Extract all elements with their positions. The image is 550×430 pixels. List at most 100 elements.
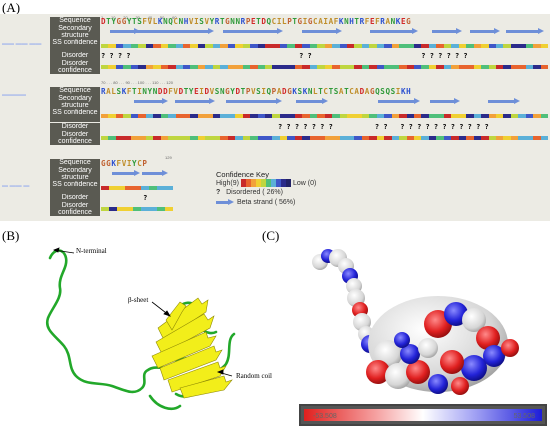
residue: C xyxy=(173,17,179,26)
key-color-swatch xyxy=(255,179,261,187)
b1-disconf-label: Disorder confidence xyxy=(50,60,100,74)
residue: N xyxy=(390,17,396,26)
residue: C xyxy=(137,159,143,168)
residue: T xyxy=(344,87,350,96)
b2-disorder-label: Disorder xyxy=(50,123,100,131)
residue: N xyxy=(142,87,148,96)
residue: K xyxy=(302,87,308,96)
residue: F xyxy=(142,17,148,26)
block2-sequence: RALSKFTINYNDDFVDTYEIDVSNGYDTPVSIQPADGKSK… xyxy=(101,87,411,96)
arrows xyxy=(53,247,233,377)
panel-c-label: (C) xyxy=(262,228,280,243)
b3-secondary-label: Secondary structure xyxy=(50,167,100,181)
residue: L xyxy=(313,87,319,96)
block1-disorder: ? ? ? ? ? ? ? ? ? ? ? ? xyxy=(101,52,468,60)
residue: V xyxy=(173,87,179,96)
residue: T xyxy=(132,17,138,26)
residue: G xyxy=(106,159,112,168)
b2-secondary-label: Secondary structure xyxy=(50,95,100,109)
panel-b-label: (B) xyxy=(2,228,20,243)
residue: F xyxy=(126,87,133,96)
residue: I xyxy=(137,87,143,96)
b3-ssconf-label: SS confidence xyxy=(50,181,100,194)
residue: N xyxy=(344,17,350,26)
block1-ss-confidence xyxy=(101,44,549,48)
block2-ruler: 70 . . . 80 . . . 90 . . . 100 . . . 110… xyxy=(101,80,173,85)
residue: G xyxy=(297,17,303,26)
residue: I xyxy=(261,87,267,96)
key-color-swatch xyxy=(270,179,276,187)
beta-strand-arrow xyxy=(302,28,342,34)
residue: K xyxy=(111,159,117,168)
residue: A xyxy=(338,87,345,96)
beta-strand-arrow xyxy=(378,98,420,104)
beta-strand-arrow xyxy=(142,170,168,176)
residue: S xyxy=(297,87,303,96)
b2-disconf-label: Disorder confidence xyxy=(50,131,100,145)
block1-sequence: DTYGGYTSFVLKNQCNHVISVYRTGNNRPETDQCILPTGI… xyxy=(101,17,411,26)
surface-tail xyxy=(312,249,379,353)
residue: G xyxy=(307,17,314,26)
block3-ruler: 129 xyxy=(165,155,172,160)
residue: K xyxy=(292,87,298,96)
residue: F xyxy=(116,159,122,168)
residue: K xyxy=(338,17,345,26)
confidence-key-title: Confidence Key xyxy=(216,170,269,179)
residue: T xyxy=(256,17,262,26)
beta-strand-arrow xyxy=(112,170,140,176)
residue: C xyxy=(313,17,319,26)
residue: T xyxy=(354,17,360,26)
panel-a-label: (A) xyxy=(2,0,21,15)
residue: D xyxy=(282,87,288,96)
key-disordered: ? Disordered ( 26%) xyxy=(216,189,283,196)
residue: V xyxy=(209,87,215,96)
block1-ruler: 1 . . . 10 . . . 20 . . . 30 . . . 40 . … xyxy=(101,15,177,20)
residue: I xyxy=(323,17,329,26)
residue: V xyxy=(250,87,257,96)
residue: S xyxy=(380,87,386,96)
ghost-label-3: ▬ ▬▬ ▬ xyxy=(2,183,30,189)
residue: F xyxy=(168,87,174,96)
electrostatic-surface xyxy=(312,249,519,395)
residue: E xyxy=(369,17,376,26)
ghost-label-1: ▬▬ ▬▬ ▬▬ xyxy=(2,41,42,47)
key-beta-text: Beta strand ( 56%) xyxy=(237,199,296,206)
scale-min-label: -53.508 xyxy=(313,413,337,420)
beta-strand-arrow xyxy=(226,98,282,104)
residue: I xyxy=(395,87,401,96)
residue: L xyxy=(282,17,288,26)
b1-sequence-label: Sequence xyxy=(50,17,100,25)
residue: A xyxy=(318,17,324,26)
residue: Y xyxy=(209,17,215,26)
residue: K xyxy=(157,17,164,26)
confidence-key-scale: High(9) Low (0) xyxy=(216,179,316,187)
residue: G xyxy=(287,87,293,96)
b2-ssconf-label: SS confidence xyxy=(50,109,100,122)
key-color-swatch xyxy=(250,179,256,187)
residue: R xyxy=(214,17,220,26)
beta-strand-arrow xyxy=(430,98,460,104)
residue: Y xyxy=(132,159,138,168)
residue: N xyxy=(163,17,169,26)
residue: A xyxy=(364,87,370,96)
residue: A xyxy=(354,87,360,96)
residue: T xyxy=(106,17,112,26)
residue: G xyxy=(225,17,231,26)
residue: P xyxy=(142,159,148,168)
residue: G xyxy=(369,87,376,96)
residue: S xyxy=(333,87,339,96)
residue: N xyxy=(307,87,314,96)
residue: H xyxy=(349,17,355,26)
residue: D xyxy=(359,87,365,96)
residue: R xyxy=(380,17,386,26)
residue: V xyxy=(188,17,195,26)
beta-strand-arrow xyxy=(506,28,544,34)
ghost-label-2: ▬▬▬▬ xyxy=(2,92,26,98)
residue: P xyxy=(287,17,293,26)
residue: C xyxy=(349,87,355,96)
block2-disorder-confidence xyxy=(101,136,549,140)
residue: Y xyxy=(188,87,195,96)
residue: K xyxy=(395,17,401,26)
block3-sequence: GGKFVIYCP xyxy=(101,159,148,168)
residue: C xyxy=(323,87,329,96)
